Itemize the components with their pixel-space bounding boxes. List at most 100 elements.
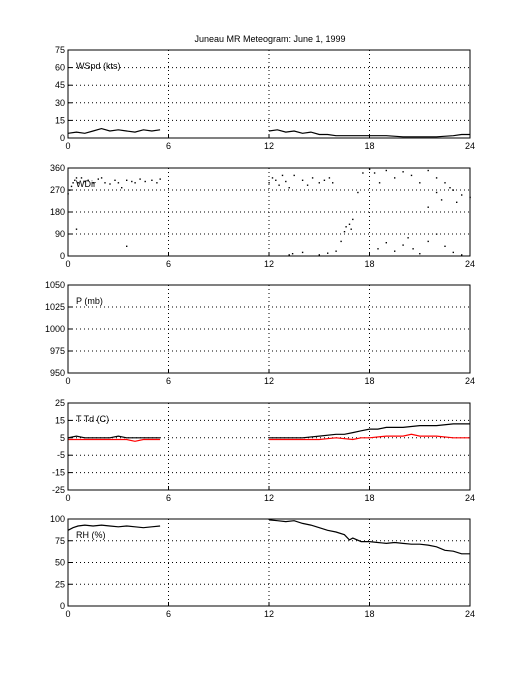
panel-2-point-27: [126, 245, 128, 247]
panel-2-point-88: [456, 201, 458, 203]
panel-2-label: WDir: [76, 179, 96, 189]
panel-2-point-42: [328, 177, 331, 179]
panel-2-y-tick-label-90: 90: [55, 229, 65, 239]
panel-2-x-tick-label-0: 0: [65, 259, 70, 269]
panel-4-frame: [67, 402, 471, 491]
panel-4-x-tick-label-12: 12: [264, 493, 274, 503]
panel-2-point-65: [419, 182, 421, 184]
panel-2-point-24: [151, 179, 153, 181]
panel-2-point-77: [412, 248, 414, 250]
panel-2-x-tick-label-18: 18: [364, 259, 374, 269]
panel-5-x-tick-label-6: 6: [166, 609, 171, 619]
panel-2-y-tick-label-270: 270: [50, 185, 65, 195]
panel-2-point-19: [126, 179, 128, 181]
panel-2-point-22: [139, 178, 141, 180]
panel-1-series-1-segment-2: [268, 129, 470, 138]
panel-5-y-tick-label-100: 100: [50, 514, 65, 524]
panel-2-point-41: [323, 179, 326, 181]
panel-2-point-67: [435, 177, 438, 179]
panel-2-point-58: [368, 168, 371, 170]
panel-2-point-5: [74, 179, 76, 181]
panel-2-point-54: [350, 228, 352, 230]
panel-2-point-62: [394, 177, 396, 179]
panel-5-y-tick-label-75: 75: [55, 536, 65, 546]
panel-2-point-78: [419, 253, 421, 255]
panel-2-point-44: [288, 254, 290, 256]
panel-2-x-tick-label-24: 24: [465, 259, 475, 269]
panel-1-x-tick-label-6: 6: [166, 141, 171, 151]
panel-1-x-tick-label-24: 24: [465, 141, 475, 151]
panel-2-point-84: [427, 206, 429, 208]
panel-2-point-16: [114, 179, 116, 181]
panel-2-point-52: [345, 226, 347, 228]
panel-2-point-66: [427, 169, 429, 172]
panel-1-x-tick-label-0: 0: [65, 141, 70, 151]
panel-4-x-tick-label-0: 0: [65, 493, 70, 503]
panel-2-point-70: [461, 194, 463, 196]
panel-1-x-tick-label-12: 12: [264, 141, 274, 151]
panel-1-series-1-segment-1: [67, 127, 161, 134]
panel-2-point-29: [268, 182, 270, 184]
panel-2-point-48: [327, 252, 329, 254]
panel-4-x-tick-label-6: 6: [166, 493, 171, 503]
panel-2-y-tick-label-360: 360: [50, 163, 65, 173]
panel-2-point-26: [159, 178, 161, 180]
panel-4-y-tick-label-25: 25: [55, 398, 65, 408]
panel-5-y-tick-label-0: 0: [60, 601, 65, 611]
panel-2-point-51: [343, 231, 346, 233]
panel-2-y-tick-label-0: 0: [60, 251, 65, 261]
panel-5-label: RH (%): [76, 530, 106, 540]
panel-2-y-tick-label-180: 180: [50, 207, 65, 217]
panel-4-series-1-segment-1: [67, 435, 161, 439]
panel-2-point-68: [444, 182, 446, 184]
panel-2-point-74: [394, 250, 396, 252]
panel-1-y-tick-label-15: 15: [55, 115, 65, 125]
panel-2-point-14: [104, 182, 106, 184]
panel-2-point-72: [377, 248, 379, 250]
panel-1-y-tick-label-30: 30: [55, 98, 65, 108]
figure-title: Juneau MR Meteogram: June 1, 1999: [194, 34, 345, 44]
panel-2-point-9: [84, 180, 86, 183]
panel-1-y-tick-label-0: 0: [60, 133, 65, 143]
panel-5-x-tick-label-24: 24: [465, 609, 475, 619]
panel-2-point-10: [87, 179, 89, 181]
panel-2-point-50: [340, 240, 342, 243]
panel-2-point-59: [373, 172, 376, 174]
panel-4-label: T Td (C): [76, 414, 109, 424]
panel-2-point-28: [75, 228, 78, 230]
panel-2-point-23: [144, 180, 146, 183]
panel-4-y-tick-label--25: -25: [52, 485, 65, 495]
panel-2-point-7: [77, 182, 79, 184]
panel-5-y-tick-label-25: 25: [55, 579, 65, 589]
panel-2-point-60: [378, 182, 381, 184]
panel-4-x-tick-label-18: 18: [364, 493, 374, 503]
panel-4-y-tick-label-15: 15: [55, 415, 65, 425]
panel-2-point-3: [70, 185, 73, 188]
panel-3-y-tick-label-975: 975: [50, 346, 65, 356]
panel-2-point-79: [427, 240, 429, 243]
panel-2-point-11: [92, 182, 94, 184]
panel-2-point-57: [362, 172, 364, 174]
panel-3-y-tick-label-1000: 1000: [45, 324, 65, 334]
panel-2-point-76: [407, 237, 409, 239]
panel-4-y-tick-label--5: -5: [57, 450, 65, 460]
panel-2-point-64: [410, 174, 413, 177]
panel-3-x-tick-label-6: 6: [166, 376, 171, 386]
panel-1-x-tick-label-18: 18: [364, 141, 374, 151]
panel-2-point-17: [117, 182, 120, 184]
panel-2-point-49: [335, 250, 337, 252]
panel-2-point-36: [293, 174, 295, 177]
panel-2-point-6: [75, 177, 78, 179]
panel-4-y-tick-label-5: 5: [60, 433, 65, 443]
panel-3-x-tick-label-0: 0: [65, 376, 70, 386]
panel-2-point-85: [435, 191, 438, 194]
panel-2-point-75: [402, 244, 404, 246]
panel-2-point-55: [352, 218, 354, 221]
panel-5-x-tick-label-18: 18: [364, 609, 374, 619]
panel-1-y-tick-label-75: 75: [55, 45, 65, 55]
panel-2-point-80: [435, 233, 438, 235]
panel-3-y-tick-label-1050: 1050: [45, 280, 65, 290]
panel-4-series-2-segment-1: [68, 438, 161, 442]
panel-4-series-2-segment-2: [269, 433, 470, 441]
